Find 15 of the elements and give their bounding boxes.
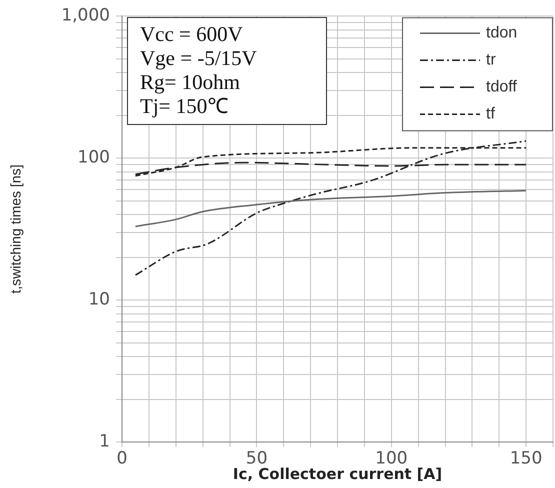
x-tick-label: 150 (510, 448, 542, 469)
x-tick-label: 0 (116, 448, 128, 469)
legend-label: tdon (486, 24, 518, 42)
annotation: Rg= 10ohm (140, 70, 241, 94)
y-tick-label: 10 (88, 289, 110, 310)
legend-label: tdoff (486, 78, 518, 96)
y-tick-label: 100 (78, 148, 110, 168)
annotation: Vge = -5/15V (140, 46, 258, 70)
annotation: Vcc = 600V (140, 22, 244, 46)
legend-label: tf (486, 106, 496, 123)
annotation: Tj= 150℃ (140, 94, 230, 118)
y-tick-label: 1,000 (61, 6, 110, 26)
y-axis-title: t,switching times [ns] (7, 164, 24, 294)
y-tick-label: 1 (99, 431, 110, 452)
legend-label: tr (486, 52, 496, 69)
